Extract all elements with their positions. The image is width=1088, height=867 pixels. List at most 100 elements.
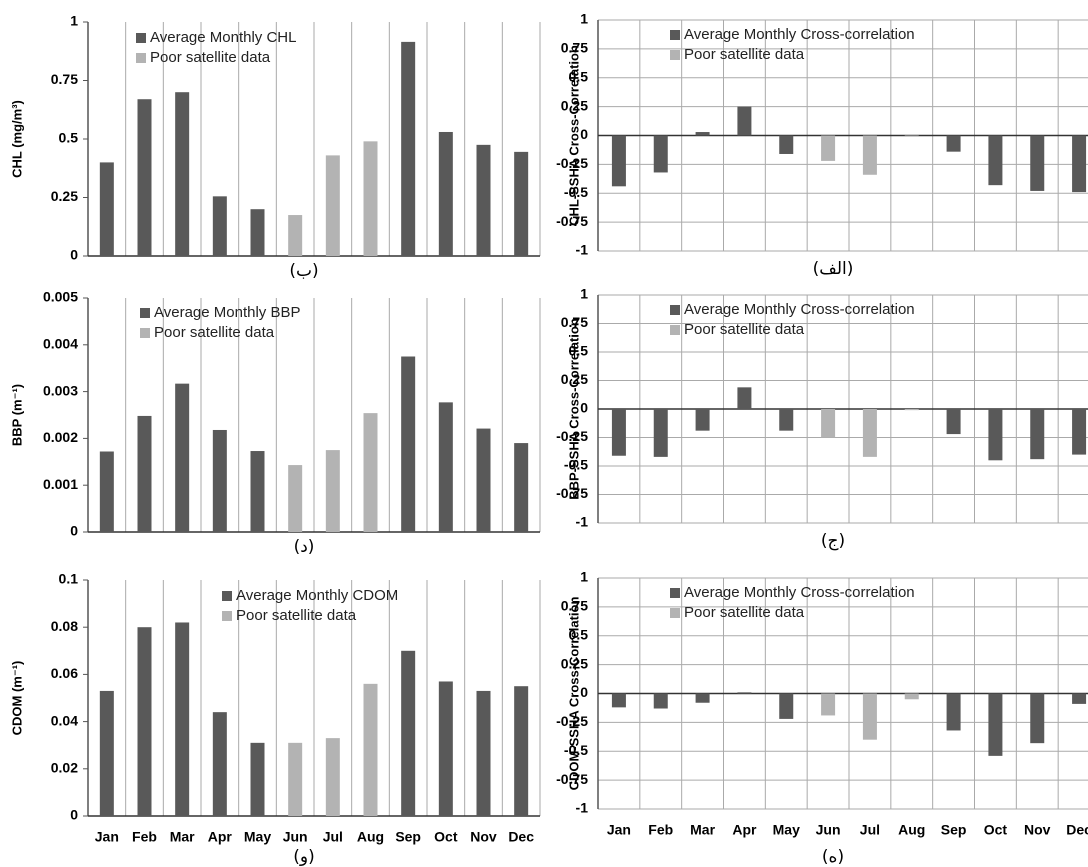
legend-swatch	[140, 328, 150, 338]
bar	[99, 451, 114, 532]
legend-label: Poor satellite data	[150, 49, 271, 66]
bar	[611, 135, 626, 187]
y-tick-label: 0.06	[51, 665, 78, 681]
y-tick-label: -0.5	[564, 184, 588, 200]
bar	[1072, 135, 1087, 193]
bar	[653, 409, 668, 457]
y-tick-label: 0.5	[569, 626, 589, 642]
x-tick-label: Nov	[1024, 822, 1051, 838]
x-tick-label: Aug	[898, 822, 925, 838]
bar	[695, 693, 710, 703]
bar	[514, 151, 529, 256]
bar	[212, 429, 227, 532]
panel-label: (ج)	[821, 531, 845, 551]
legend-swatch	[670, 50, 680, 60]
bar	[99, 162, 114, 256]
y-tick-label: 0.003	[43, 382, 78, 398]
bar	[821, 693, 836, 716]
y-tick-label: -0.5	[564, 742, 588, 758]
y-tick-label: -1	[576, 514, 589, 530]
bar	[250, 451, 265, 532]
legend-swatch	[670, 325, 680, 335]
bar	[653, 135, 668, 173]
y-tick-label: 0.75	[561, 598, 588, 614]
legend-label: Poor satellite data	[684, 46, 805, 63]
y-tick-label: 0	[580, 126, 588, 142]
bar	[946, 135, 961, 152]
y-tick-label: 0.1	[59, 571, 79, 587]
y-axis-label: BBP-SSHA Cross-Correlation	[566, 318, 581, 500]
bar	[1030, 135, 1045, 191]
legend-swatch	[222, 591, 232, 601]
bar	[175, 383, 190, 532]
bar	[737, 692, 752, 694]
legend-swatch	[670, 305, 680, 315]
bar	[288, 742, 303, 816]
bar	[514, 686, 529, 816]
legend-swatch	[670, 608, 680, 618]
y-axis-label: BBP (m⁻¹)	[9, 384, 24, 446]
panel-label: (الف)	[813, 259, 854, 279]
legend-label: Average Monthly Cross-correlation	[684, 301, 915, 318]
bar	[476, 144, 491, 256]
legend-label: Average Monthly Cross-correlation	[684, 584, 915, 601]
x-tick-label: Aug	[357, 829, 384, 845]
legend-swatch	[140, 308, 150, 318]
x-tick-label: Jan	[607, 822, 631, 838]
y-axis-label: CDOM-SSHA Cross-Correlation	[566, 597, 581, 791]
bar	[401, 650, 416, 816]
x-tick-label: May	[773, 822, 800, 838]
bar	[325, 450, 340, 532]
bar	[1030, 409, 1045, 460]
panel-label: (ه)	[822, 847, 844, 867]
x-tick-label: Feb	[132, 829, 157, 845]
y-tick-label: 1	[580, 569, 588, 585]
bar	[904, 693, 919, 700]
y-tick-label: -0.75	[556, 771, 588, 787]
legend-swatch	[136, 53, 146, 63]
y-tick-label: 0	[580, 684, 588, 700]
x-tick-label: Feb	[648, 822, 673, 838]
x-tick-label: Mar	[170, 829, 195, 845]
y-tick-label: -0.25	[556, 428, 588, 444]
bar	[137, 415, 152, 532]
bar	[288, 215, 303, 256]
x-tick-label: Jul	[323, 829, 343, 845]
legend-swatch	[670, 30, 680, 40]
bar	[779, 135, 794, 154]
y-tick-label: 0.002	[43, 429, 78, 445]
y-tick-label: 0.004	[43, 336, 78, 352]
y-tick-label: 0.04	[51, 712, 78, 728]
bar	[695, 409, 710, 431]
legend-label: Poor satellite data	[236, 607, 357, 624]
bar	[325, 738, 340, 816]
x-tick-label: Sep	[395, 829, 421, 845]
bar	[737, 387, 752, 409]
y-axis-label: CDOM (m⁻¹)	[9, 661, 24, 736]
y-tick-label: 1	[70, 13, 78, 29]
y-tick-label: 0	[70, 807, 78, 823]
y-tick-label: 0.75	[561, 314, 588, 330]
x-tick-label: Dec	[1066, 822, 1088, 838]
bar	[514, 443, 529, 532]
x-tick-label: Oct	[984, 822, 1008, 838]
bar	[779, 693, 794, 719]
bar	[175, 622, 190, 816]
bar	[401, 356, 416, 532]
x-tick-label: May	[244, 829, 271, 845]
y-tick-label: 0.005	[43, 289, 78, 305]
bar	[611, 409, 626, 456]
x-tick-label: Apr	[208, 829, 233, 845]
x-tick-label: Jan	[95, 829, 119, 845]
bar	[653, 693, 668, 709]
y-tick-label: 0.75	[561, 40, 588, 56]
bar	[988, 409, 1003, 461]
bar	[737, 106, 752, 136]
x-tick-label: Oct	[434, 829, 458, 845]
y-tick-label: -0.75	[556, 213, 588, 229]
panel-label: (و)	[293, 847, 315, 867]
legend-label: Poor satellite data	[684, 321, 805, 338]
y-tick-label: 0.5	[59, 130, 79, 146]
y-tick-label: 0.08	[51, 618, 78, 634]
bar	[363, 141, 378, 256]
